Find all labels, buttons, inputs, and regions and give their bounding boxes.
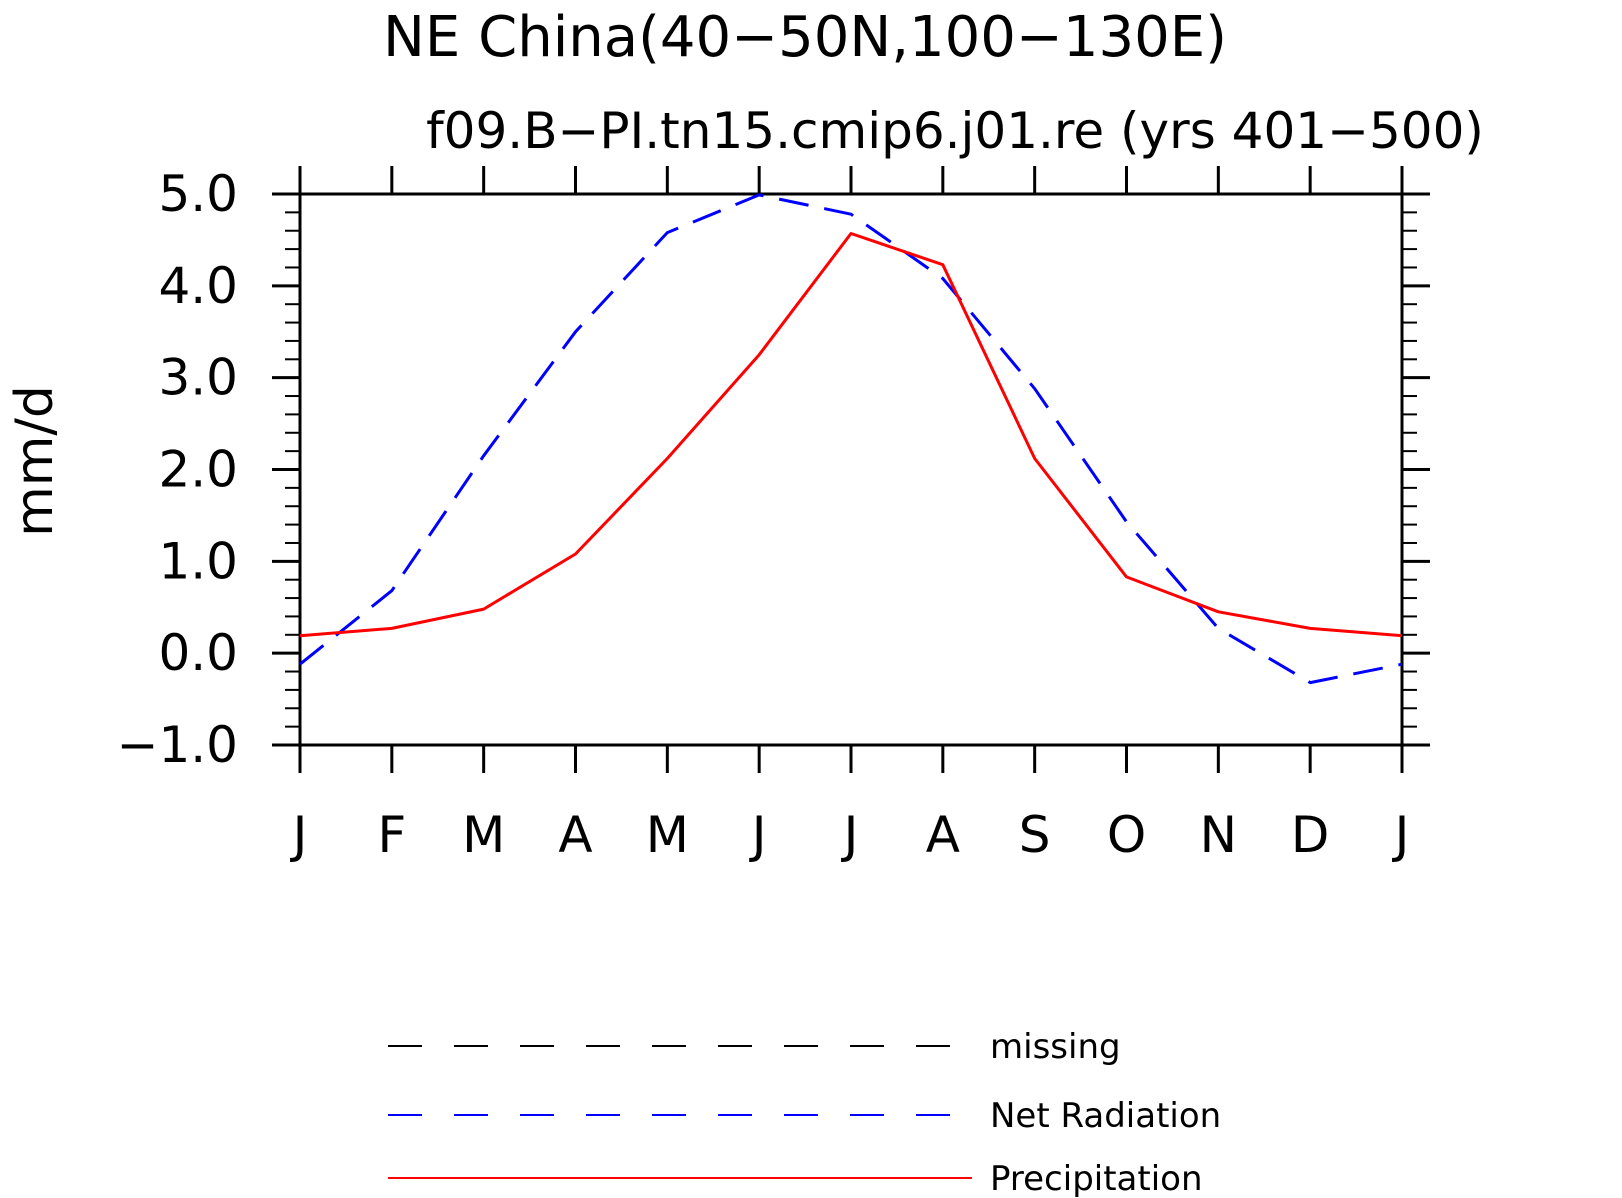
x-tick-label: D [1291, 806, 1330, 864]
x-tick-label: S [1019, 806, 1051, 864]
x-tick-label: J [1392, 806, 1410, 864]
y-tick-label: 5.0 [158, 165, 238, 223]
x-tick-label: J [290, 806, 308, 864]
x-tick-label: J [841, 806, 859, 864]
series-layer [299, 193, 1403, 685]
plot-frame [298, 192, 1404, 747]
x-tick-label: M [646, 806, 689, 864]
legend-label-missing: missing [990, 1027, 1121, 1067]
series-line-net-radiation [299, 193, 1403, 685]
y-tick-label: 2.0 [158, 441, 238, 499]
y-tick-label: 0.0 [158, 624, 238, 682]
x-tick-label: M [462, 806, 505, 864]
x-tick-label: O [1107, 806, 1146, 864]
y-tick-label: 1.0 [158, 532, 238, 590]
x-tick-label: J [749, 806, 767, 864]
x-tick-label: F [377, 806, 406, 864]
y-tick-label: 4.0 [158, 257, 238, 315]
y-axis-label: mm/d [5, 385, 65, 537]
y-tick-label: 3.0 [158, 349, 238, 407]
axis-ticks: 5.04.03.02.01.00.0−1.0J F M A M J J A S O N D J [117, 165, 1430, 864]
series-line-precipitation [299, 232, 1403, 638]
legend-label-precipitation: Precipitation [990, 1159, 1203, 1198]
y-tick-label: −1.0 [117, 716, 238, 774]
x-tick-label: A [926, 806, 960, 864]
chart-subtitle: f09.B−PI.tn15.cmip6.j01.re (yrs 401−500) [426, 102, 1484, 160]
x-tick-label: A [558, 806, 592, 864]
legend-label-net-radiation: Net Radiation [990, 1096, 1221, 1136]
chart-title: NE China(40−50N,100−130E) [383, 5, 1227, 70]
plot-area [298, 192, 1404, 747]
legend: missing Net Radiation Precipitation [388, 1027, 1221, 1198]
x-tick-label: N [1200, 806, 1237, 864]
